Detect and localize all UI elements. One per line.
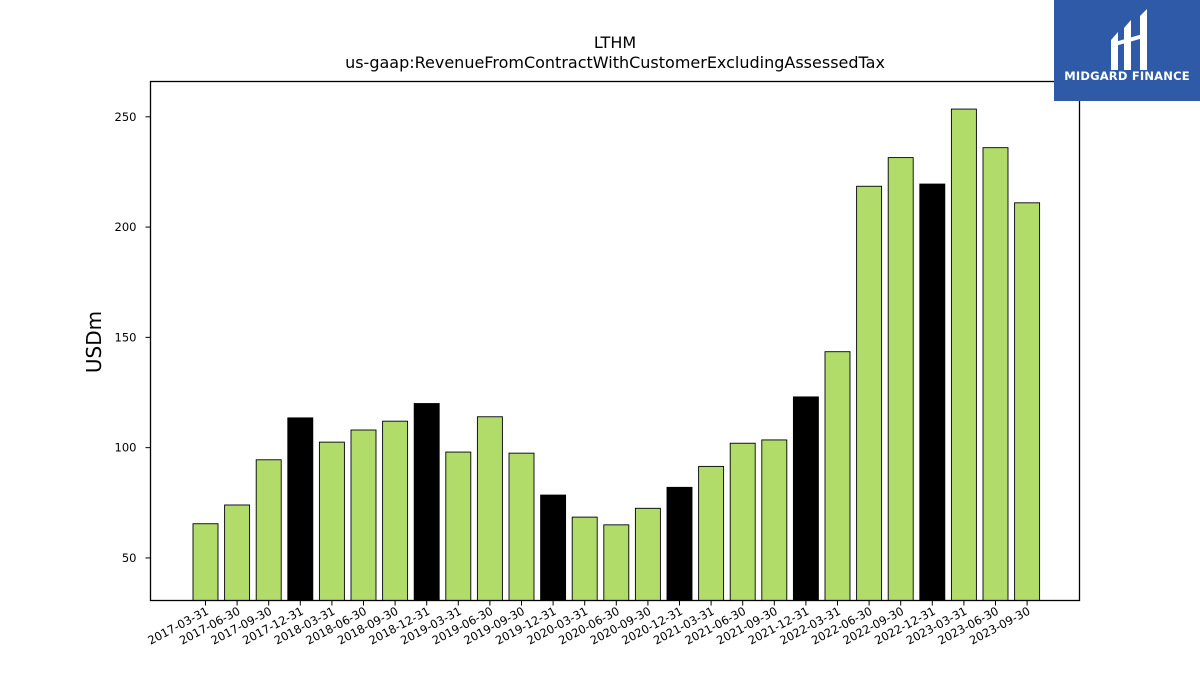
bar-2021-09-30 xyxy=(761,439,788,601)
bar-2022-12-31 xyxy=(919,183,946,601)
bar-2018-12-31 xyxy=(413,403,440,601)
y-axis-label: USDm xyxy=(82,311,106,373)
bar-2023-03-31 xyxy=(950,108,977,601)
bars-group xyxy=(192,108,1041,601)
bar-2017-06-30 xyxy=(224,504,251,601)
bar-2022-06-30 xyxy=(856,185,883,601)
bar-2017-03-31 xyxy=(192,523,219,601)
bar-2023-09-30 xyxy=(1014,202,1041,601)
bar-2020-09-30 xyxy=(634,507,661,601)
bar-2019-12-31 xyxy=(540,494,567,601)
bar-2022-03-31 xyxy=(824,351,851,601)
midgard-logo-icon xyxy=(1111,9,1147,70)
bar-2022-09-30 xyxy=(887,157,914,601)
y-ticks-group: 50 100 150 200 250 xyxy=(115,110,151,565)
bar-2019-09-30 xyxy=(508,452,535,601)
bar-2018-09-30 xyxy=(382,420,409,601)
bar-2017-09-30 xyxy=(255,459,282,601)
bar-2017-12-31 xyxy=(287,417,314,601)
x-ticks-group: 2017-03-312017-06-302017-09-302017-12-31… xyxy=(145,600,1033,648)
y-tick-label: 150 xyxy=(115,330,137,344)
bar-2018-03-31 xyxy=(318,441,345,601)
bar-2021-06-30 xyxy=(729,442,756,601)
brand-name: MIDGARD FINANCE xyxy=(1064,69,1190,83)
bar-2020-03-31 xyxy=(571,516,598,601)
bar-2021-03-31 xyxy=(698,465,725,601)
brand-logo: MIDGARD FINANCE xyxy=(1054,0,1200,101)
bar-2020-06-30 xyxy=(603,524,630,601)
y-tick-label: 100 xyxy=(115,441,137,455)
y-tick-label: 200 xyxy=(115,220,137,234)
bar-2018-06-30 xyxy=(350,429,377,601)
bar-2020-12-31 xyxy=(666,486,693,601)
bar-2021-12-31 xyxy=(792,396,819,601)
chart-subtitle: us-gaap:RevenueFromContractWithCustomerE… xyxy=(345,53,885,72)
bar-2019-03-31 xyxy=(445,451,472,601)
bar-2019-06-30 xyxy=(476,416,503,601)
chart-title: LTHM xyxy=(594,33,636,52)
y-tick-label: 50 xyxy=(122,551,137,565)
plot-frame xyxy=(149,80,1081,602)
y-tick-label: 250 xyxy=(115,110,137,124)
bar-2023-06-30 xyxy=(982,147,1009,601)
